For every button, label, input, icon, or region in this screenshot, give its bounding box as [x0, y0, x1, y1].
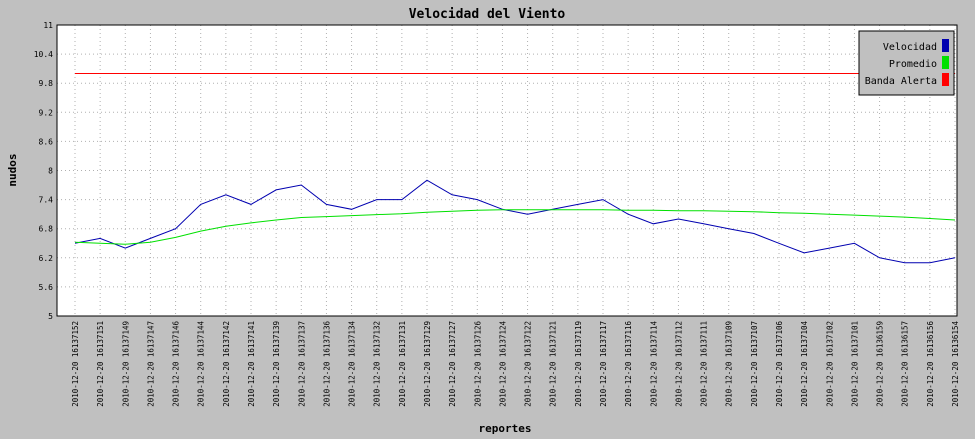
- x-tick-label: 2010-12-20 16137139: [272, 321, 281, 407]
- x-tick-label: 2010-12-20 16137152: [71, 321, 80, 407]
- y-tick-label: 7.4: [39, 196, 54, 205]
- x-tick-label: 2010-12-20 16137134: [348, 321, 357, 407]
- series-line-promedio: [74, 209, 956, 245]
- x-tick-label: 2010-12-20 16137121: [549, 321, 558, 407]
- x-tick-label: 2010-12-20 16137144: [197, 321, 206, 407]
- y-tick-label: 6.2: [39, 254, 54, 263]
- x-tick-label: 2010-12-20 16136159: [876, 321, 885, 407]
- series-line-velocidad: [74, 179, 956, 264]
- legend-swatch-velocidad: [942, 39, 949, 52]
- legend-label-promedio: Promedio: [889, 59, 937, 70]
- x-tick-label: 2010-12-20 16137107: [750, 321, 759, 407]
- x-tick-label: 2010-12-20 16137131: [398, 321, 407, 407]
- x-tick-label: 2010-12-20 16137101: [850, 321, 859, 407]
- legend-label-banda-alerta: Banda Alerta: [865, 76, 937, 87]
- x-tick-label: 2010-12-20 16136157: [901, 321, 910, 407]
- x-tick-label: 2010-12-20 16137111: [700, 321, 709, 407]
- y-tick-label: 11: [43, 21, 53, 30]
- x-tick-label: 2010-12-20 16137132: [373, 321, 382, 407]
- y-tick-label: 6.8: [39, 225, 54, 234]
- x-tick-label: 2010-12-20 16137112: [674, 321, 683, 407]
- x-tick-label: 2010-12-20 16137104: [800, 321, 809, 407]
- x-tick-label: 2010-12-20 16137136: [322, 321, 331, 407]
- y-tick-label: 9.8: [39, 79, 54, 88]
- x-tick-label: 2010-12-20 16137142: [222, 321, 231, 407]
- x-axis-label: reportes: [479, 422, 532, 435]
- x-tick-label: 2010-12-20 16137102: [825, 321, 834, 407]
- x-tick-label: 2010-12-20 16137114: [649, 321, 658, 407]
- series-lines: [74, 73, 956, 264]
- y-tick-label: 5: [48, 312, 53, 321]
- x-tick-label: 2010-12-20 16137119: [574, 321, 583, 407]
- legend: Velocidad Promedio Banda Alerta: [858, 30, 955, 96]
- x-tick-label: 2010-12-20 16137149: [121, 321, 130, 407]
- x-tick-label: 2010-12-20 16137109: [725, 321, 734, 407]
- legend-swatch-promedio: [942, 56, 949, 69]
- x-tick-label: 2010-12-20 16137106: [775, 321, 784, 407]
- legend-swatch-banda-alerta: [942, 73, 949, 86]
- y-axis-ticks: 5 5.6 6.2 6.8 7.4 8 8.6 9.2 9.8 10.4 11: [34, 21, 53, 321]
- y-tick-label: 10.4: [34, 50, 53, 59]
- legend-label-velocidad: Velocidad: [883, 42, 937, 53]
- x-tick-label: 2010-12-20 16137127: [448, 321, 457, 407]
- x-tick-label: 2010-12-20 16137124: [498, 321, 507, 407]
- legend-box: [858, 30, 955, 96]
- x-tick-label: 2010-12-20 16137147: [146, 321, 155, 407]
- x-tick-label: 2010-12-20 16136156: [926, 321, 935, 407]
- y-axis-label: nudos: [6, 153, 19, 186]
- plot-border: [56, 24, 958, 317]
- x-tick-label: 2010-12-20 16137122: [524, 321, 533, 407]
- y-tick-label: 5.6: [39, 283, 54, 292]
- x-tick-label: 2010-12-20 16137126: [473, 321, 482, 407]
- x-tick-label: 2010-12-20 16137117: [599, 321, 608, 407]
- y-tick-label: 9.2: [39, 108, 54, 117]
- chart-title: Velocidad del Viento: [409, 7, 566, 22]
- y-tick-label: 8: [48, 167, 53, 176]
- x-tick-label: 2010-12-20 16137116: [624, 321, 633, 407]
- x-tick-label: 2010-12-20 16137129: [423, 321, 432, 407]
- x-tick-label: 2010-12-20 16137146: [172, 321, 181, 407]
- x-tick-label: 2010-12-20 16137141: [247, 321, 256, 407]
- x-tick-label: 2010-12-20 16137151: [96, 321, 105, 407]
- y-tick-label: 8.6: [39, 137, 54, 146]
- x-tick-label: 2010-12-20 16136154: [951, 321, 960, 407]
- x-tick-label: 2010-12-20 16137137: [297, 321, 306, 407]
- x-axis-ticks: 2010-12-20 16137152 2010-12-20 16137151 20…: [71, 321, 960, 407]
